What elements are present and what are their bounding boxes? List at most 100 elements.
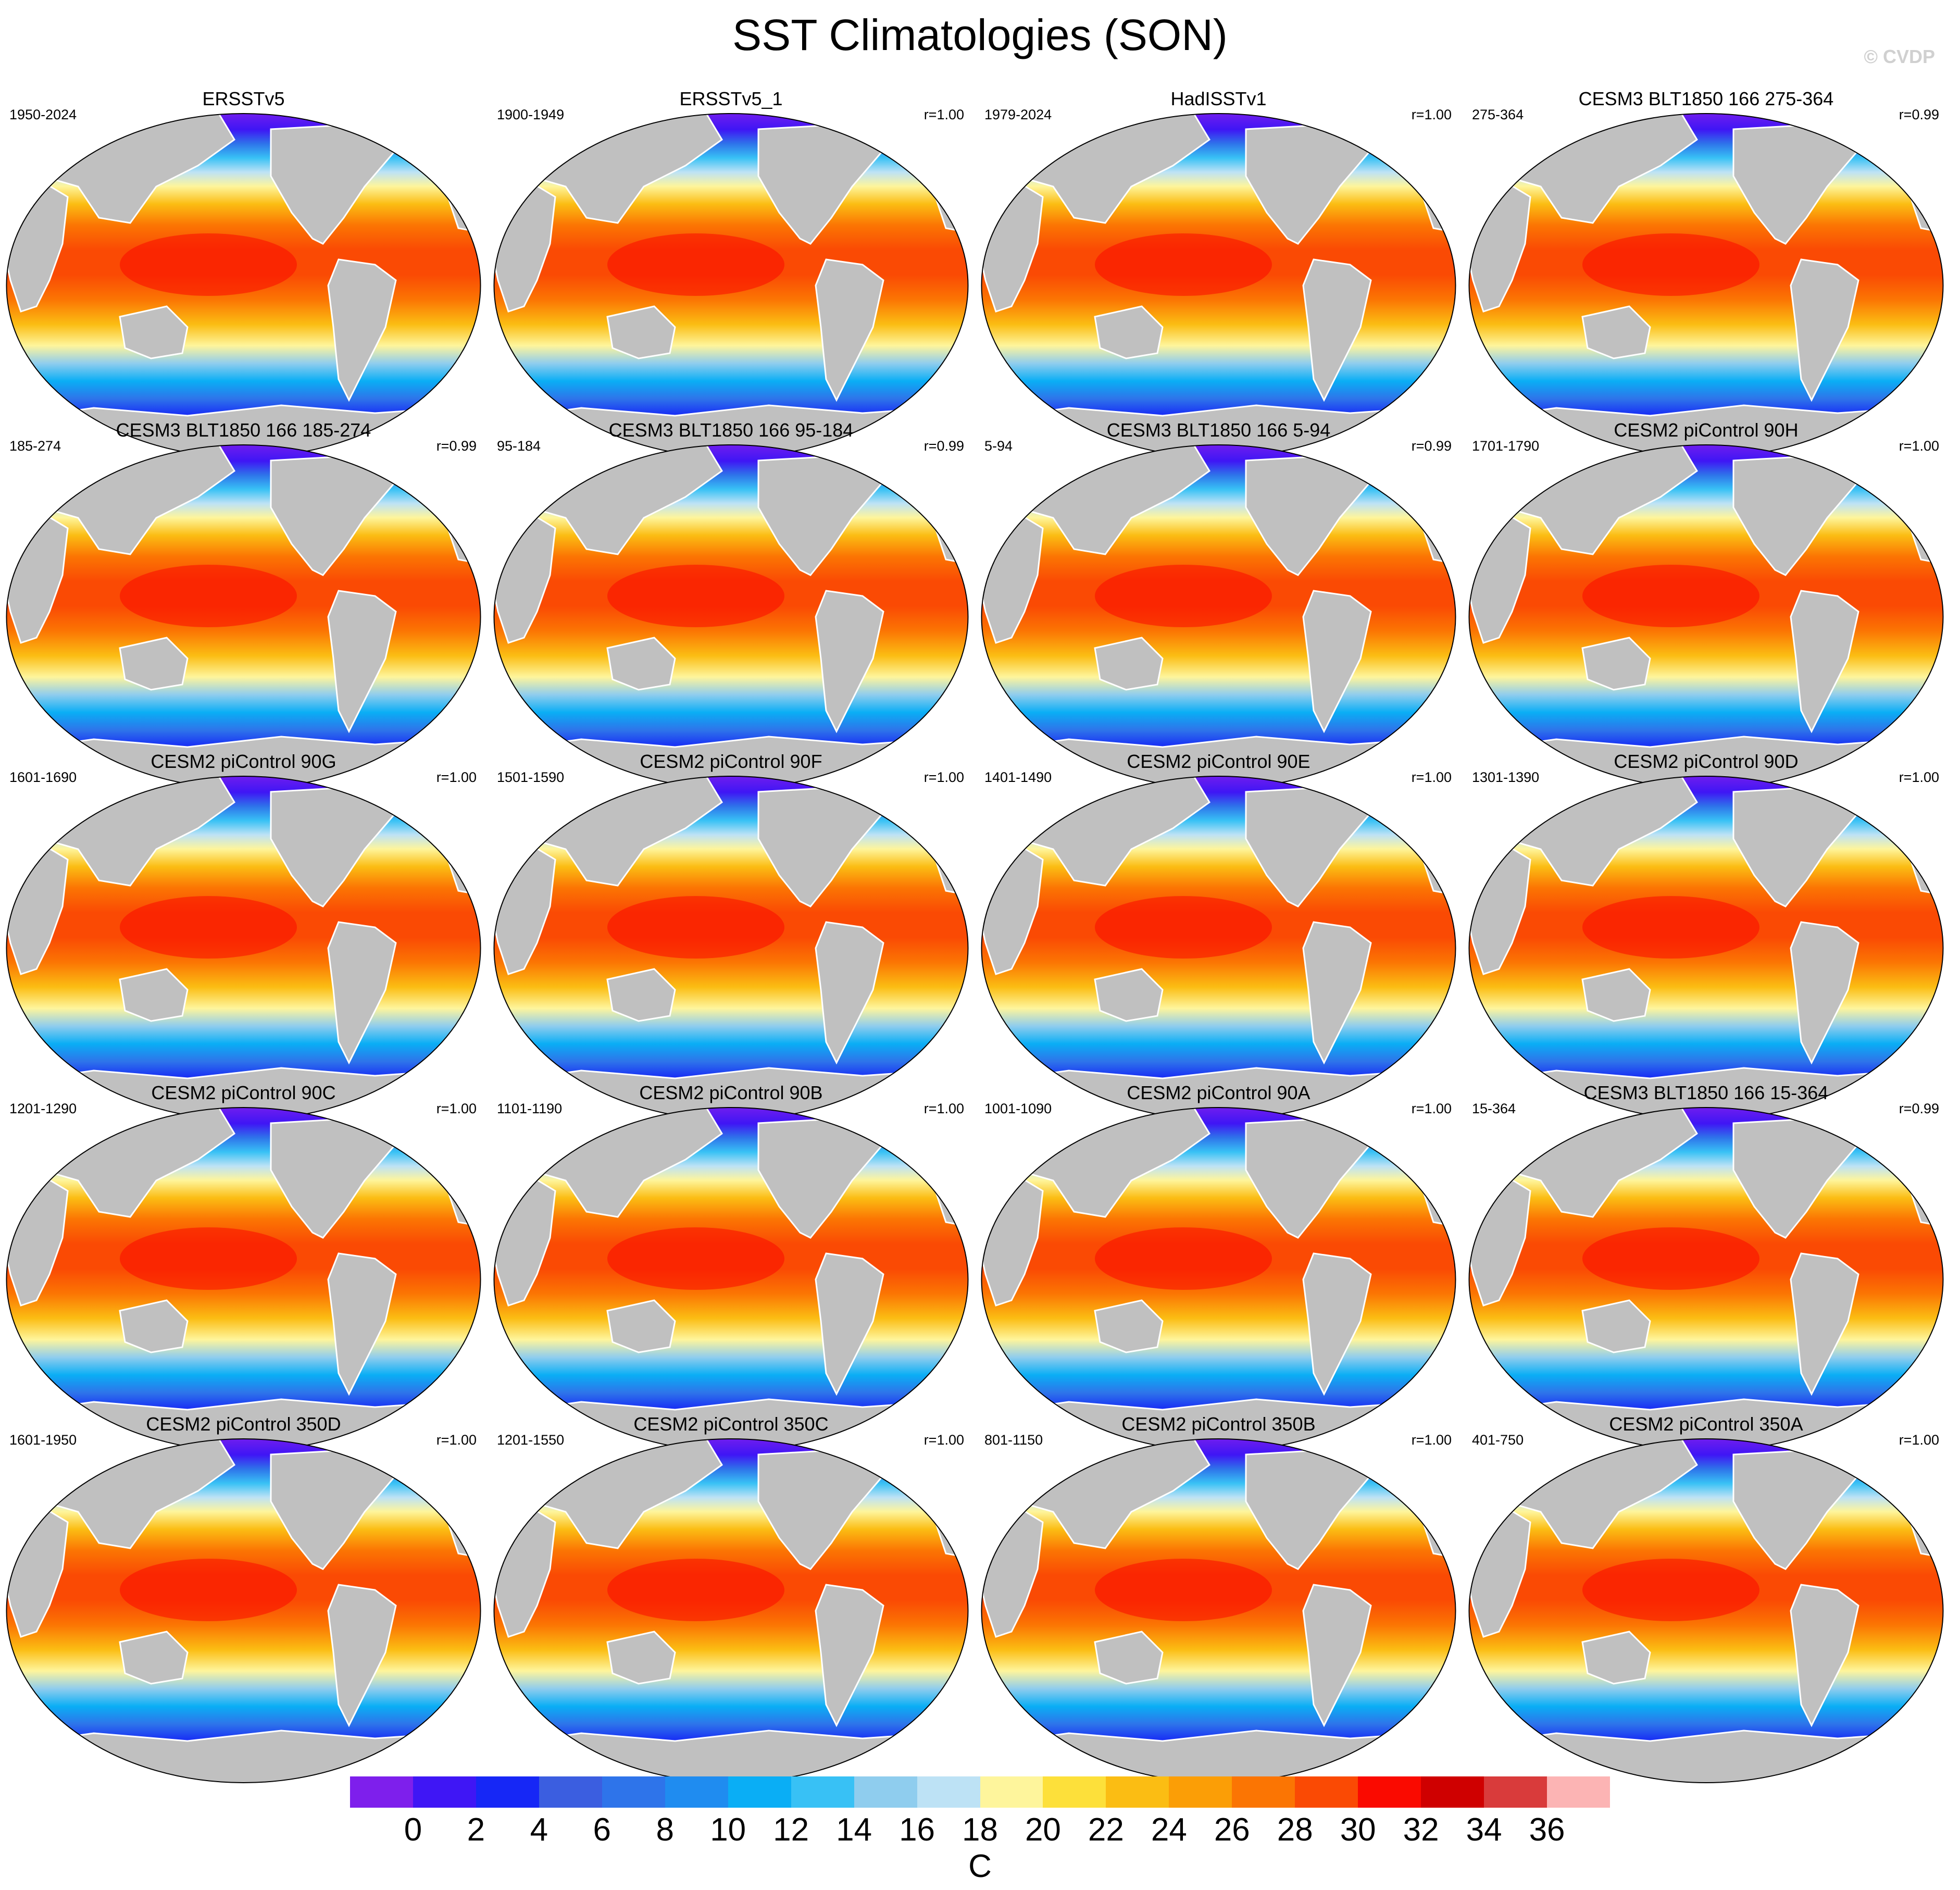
panel-correlation: r=1.00 [923,1101,964,1116]
map-panel: CESM2 piControl 90H 1701-1790 r=1.00 [1463,419,1950,794]
panel-period: 1001-1090 [984,1101,1052,1116]
colorbar-tick-label: 26 [1214,1812,1250,1848]
panel-title: CESM2 piControl 90G [151,751,336,772]
colorbar-tick-label: 14 [836,1812,872,1848]
map-panel: CESM3 BLT1850 166 275-364 275-364 r=0.99 [1463,88,1950,463]
panel-title: CESM2 piControl 350B [1121,1413,1316,1435]
map-panel: CESM2 piControl 350D 1601-1950 r=1.00 [0,1413,487,1788]
colorbar-swatch [665,1776,728,1808]
sst-map [0,771,487,1125]
map-panel: CESM2 piControl 90F 1501-1590 r=1.00 [488,750,975,1125]
colorbar-tick-label: 36 [1529,1812,1565,1848]
panel-period: 1201-1290 [9,1101,77,1116]
colorbar-tick-labels: 0 2 4 6 8 10 12 14 16 18 20 22 24 26 28 30 32 34 36 [350,1811,1610,1852]
panel-period: 801-1150 [984,1432,1043,1448]
panel-title: CESM2 piControl 90C [151,1082,336,1103]
colorbar-swatch [728,1776,791,1808]
map-panel: HadISSTv1 1979-2024 r=1.00 [975,88,1462,463]
sst-map [1463,1102,1950,1457]
panel-correlation: r=0.99 [1899,1101,1939,1116]
sst-map [488,440,975,794]
map-panel: CESM3 BLT1850 166 5-94 5-94 r=0.99 [975,419,1462,794]
panel-title: CESM2 piControl 350D [146,1413,341,1435]
panel-period: 1601-1690 [9,769,77,785]
sst-map [0,1434,487,1788]
colorbar-tick-label: 8 [656,1812,674,1848]
panel-period: 1601-1950 [9,1432,77,1448]
panel-period: 275-364 [1472,107,1524,122]
sst-map [1463,1434,1950,1788]
sst-map [975,1434,1462,1788]
panel-correlation: r=0.99 [923,438,964,454]
sst-map [975,108,1462,463]
panel-title: ERSSTv5 [202,88,285,109]
map-panel: CESM2 piControl 90G 1601-1690 r=1.00 [0,750,487,1125]
colorbar-swatch [413,1776,476,1808]
colorbar-swatch [1106,1776,1169,1808]
panel-correlation: r=1.00 [436,1101,477,1116]
panel-title: CESM2 piControl 90D [1614,751,1799,772]
figure-title: SST Climatologies (SON) [732,10,1228,59]
panel-correlation: r=1.00 [1411,107,1452,122]
colorbar-swatch [350,1776,413,1808]
map-panel: CESM2 piControl 350C 1201-1550 r=1.00 [488,1413,975,1788]
colorbar-tick-label: 16 [899,1812,935,1848]
colorbar [350,1776,1611,1808]
colorbar-swatch [917,1776,980,1808]
panel-correlation: r=1.00 [1899,438,1939,454]
sst-map [975,771,1462,1125]
sst-map [1463,771,1950,1125]
map-panel: CESM2 piControl 350B 801-1150 r=1.00 [975,1413,1462,1788]
sst-map [488,771,975,1125]
panel-period: 5-94 [984,438,1013,454]
panel-correlation: r=1.00 [1411,769,1452,785]
panel-period: 15-364 [1472,1101,1516,1116]
panel-correlation: r=1.00 [436,769,477,785]
panel-title: ERSSTv5_1 [679,88,783,109]
map-panel: CESM2 piControl 90B 1101-1190 r=1.00 [488,1081,975,1457]
sst-map [0,1102,487,1457]
map-panel: CESM2 piControl 350A 401-750 r=1.00 [1463,1413,1950,1788]
colorbar-swatch [980,1776,1043,1808]
panel-correlation: r=0.99 [436,438,477,454]
panel-correlation: r=0.99 [1411,438,1452,454]
panel-title: CESM3 BLT1850 166 185-274 [116,419,371,441]
colorbar-swatch [1232,1776,1295,1808]
panel-title: HadISSTv1 [1170,88,1267,109]
panel-period: 1900-1949 [497,107,565,122]
sst-map [975,1102,1462,1457]
colorbar-tick-label: 28 [1277,1812,1313,1848]
colorbar-tick-label: 20 [1025,1812,1061,1848]
map-panel: ERSSTv5_1 1900-1949 r=1.00 [488,88,975,463]
colorbar-swatch [539,1776,602,1808]
colorbar-tick-label: 12 [773,1812,809,1848]
colorbar-swatch [1295,1776,1358,1808]
panel-title: CESM3 BLT1850 166 5-94 [1106,419,1331,441]
map-panel: CESM3 BLT1850 166 185-274 185-274 r=0.99 [0,419,487,794]
colorbar-tick-label: 22 [1088,1812,1124,1848]
panel-period: 1301-1390 [1472,769,1540,785]
panel-period: 1101-1190 [497,1101,563,1116]
panel-title: CESM3 BLT1850 166 275-364 [1578,88,1834,109]
map-panel: CESM3 BLT1850 166 15-364 15-364 r=0.99 [1463,1081,1950,1457]
panel-title: CESM2 piControl 350A [1609,1413,1803,1435]
colorbar-tick-label: 2 [467,1812,485,1848]
copyright-watermark: © CVDP [1864,46,1935,67]
panel-period: 401-750 [1472,1432,1524,1448]
panel-title: CESM2 piControl 90H [1614,419,1799,441]
colorbar-tick-label: 34 [1466,1812,1502,1848]
panel-correlation: r=1.00 [923,107,964,122]
map-panel: CESM3 BLT1850 166 95-184 95-184 r=0.99 [488,419,975,794]
panel-period: 1979-2024 [984,107,1052,122]
sst-map [1463,440,1950,794]
panel-period: 95-184 [497,438,541,454]
panel-correlation: r=0.99 [1899,107,1939,122]
colorbar-swatch [1169,1776,1232,1808]
colorbar-tick-label: 32 [1403,1812,1439,1848]
colorbar-swatch [1484,1776,1547,1808]
panel-correlation: r=1.00 [1899,769,1939,785]
panel-period: 1950-2024 [9,107,77,122]
colorbar-swatch [1358,1776,1421,1808]
map-panel: CESM2 piControl 90C 1201-1290 r=1.00 [0,1081,487,1457]
sst-map [0,108,487,463]
